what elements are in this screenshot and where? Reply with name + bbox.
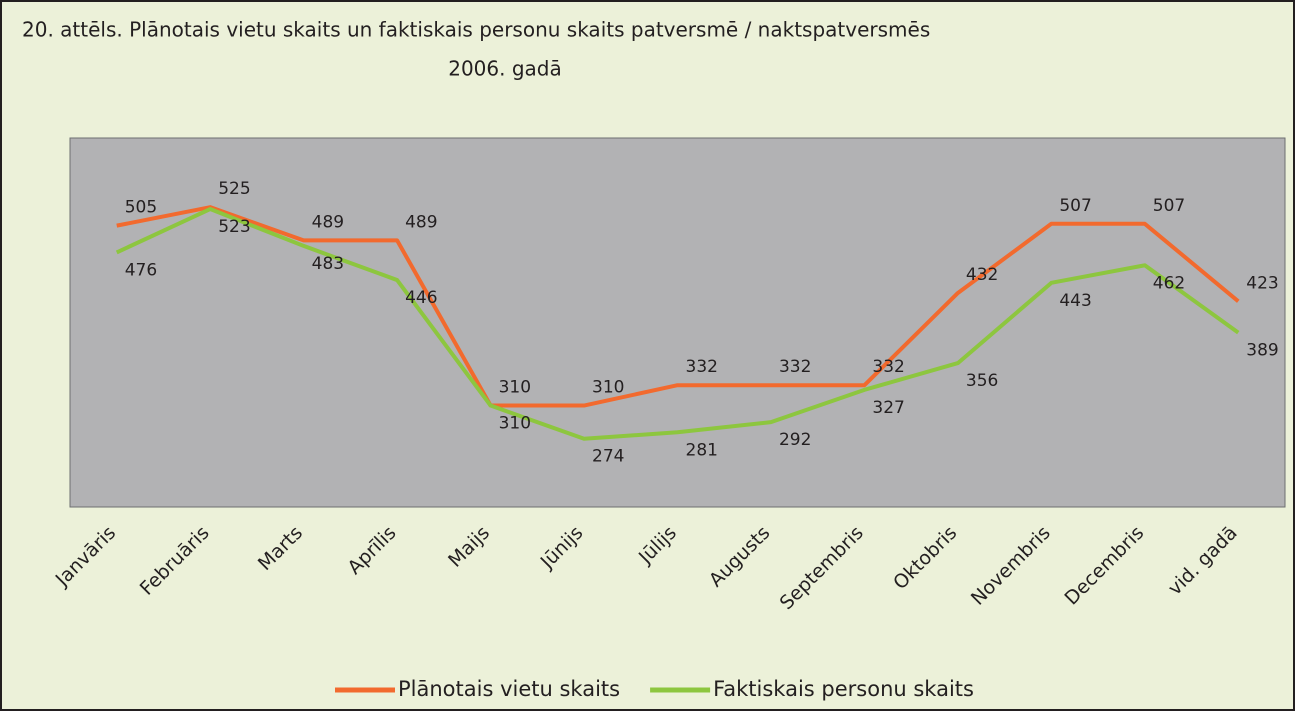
data-label: 389	[1246, 341, 1278, 361]
data-label: 332	[686, 357, 718, 377]
data-label: 507	[1153, 196, 1185, 216]
data-label: 525	[218, 179, 250, 199]
data-label: 274	[592, 447, 624, 467]
data-label: 310	[592, 378, 624, 398]
data-label: 432	[966, 265, 998, 285]
data-label: 483	[312, 254, 344, 274]
series-line	[115, 207, 1240, 441]
chart-subtitle: 2006. gadā	[448, 57, 562, 81]
data-label: 462	[1153, 273, 1185, 293]
data-label: 443	[1059, 291, 1091, 311]
data-label: 332	[779, 357, 811, 377]
plot-area	[69, 137, 1286, 508]
data-label: 292	[779, 430, 811, 450]
series-line	[116, 205, 1240, 408]
data-label: 327	[872, 398, 904, 418]
chart-title: 20. attēls. Plānotais vietu skaits un fa…	[22, 18, 930, 42]
data-label: 489	[312, 212, 344, 232]
data-label: 356	[966, 371, 998, 391]
data-label: 310	[499, 414, 531, 434]
data-label: 523	[218, 217, 250, 237]
data-label: 505	[125, 198, 157, 218]
legend-label: Faktiskais personu skaits	[713, 677, 974, 701]
data-label: 310	[499, 378, 531, 398]
data-label: 476	[125, 260, 157, 280]
data-label: 507	[1059, 196, 1091, 216]
data-label: 489	[405, 212, 437, 232]
data-label: 446	[405, 288, 437, 308]
legend-label: Plānotais vietu skaits	[398, 677, 620, 701]
data-label: 423	[1246, 273, 1278, 293]
data-label: 332	[872, 357, 904, 377]
data-label: 281	[686, 440, 718, 460]
